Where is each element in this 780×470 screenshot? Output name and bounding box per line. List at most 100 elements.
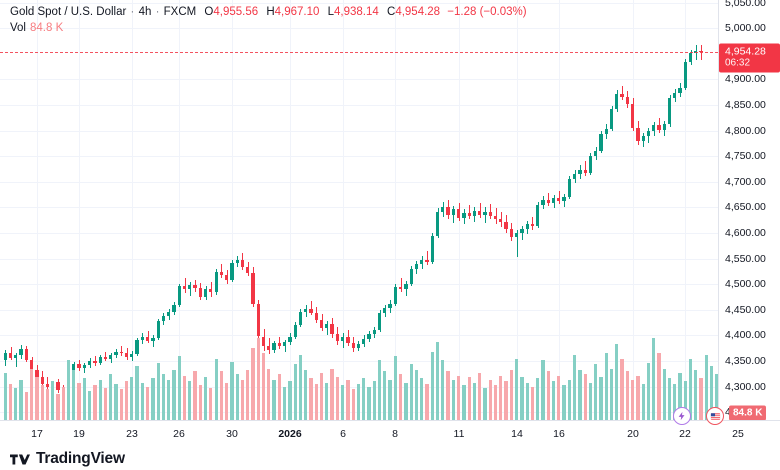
candle-body [87, 361, 92, 366]
volume-bar [293, 364, 297, 420]
time-axis-label: 8 [392, 428, 398, 440]
volume-bar [66, 360, 71, 420]
candle-wick [585, 161, 586, 176]
volume-bar [103, 388, 108, 420]
candle-body [330, 324, 334, 335]
price-axis-label: 5,000.00 [725, 22, 766, 35]
candle-body [557, 198, 561, 202]
volume-bar [383, 371, 387, 420]
volume-bar [203, 376, 208, 420]
volume-bar [594, 364, 598, 420]
volume-bar [130, 376, 134, 420]
candle-body [3, 352, 7, 361]
volume-bar [219, 371, 224, 420]
price-axis[interactable]: 5,050.00 5,000.00 4,900.00 4,850.00 4,800.00… [718, 0, 780, 421]
volume-bar [710, 365, 714, 420]
volume-bar [19, 379, 23, 420]
volume-bar [356, 383, 361, 420]
volume-bar [683, 381, 687, 420]
current-price-badge[interactable]: 4,954.28 06:32 [719, 43, 780, 73]
volume-bar [177, 356, 181, 420]
volume-bar [430, 351, 434, 420]
candle-body [636, 127, 640, 141]
candle-body [667, 97, 672, 125]
volume-bar [235, 374, 239, 420]
volume-bar [230, 361, 234, 420]
candle-body [520, 228, 524, 234]
candle-wick [84, 363, 85, 374]
volume-bar [167, 379, 171, 420]
gridline-horizontal [0, 130, 718, 132]
volume-bar [504, 381, 508, 420]
volume-bar [667, 378, 672, 420]
volume-bar [673, 383, 677, 420]
candle-body [599, 133, 603, 152]
tradingview-logo[interactable]: TradingView [10, 450, 125, 468]
volume-bar [40, 385, 44, 420]
volume-bar [625, 371, 629, 420]
candle-body [56, 381, 60, 390]
volume-bar [367, 386, 371, 420]
volume-bar [483, 388, 487, 420]
price-axis-label: 4,450.00 [725, 303, 766, 316]
gridline-vertical [517, 0, 518, 420]
candle-body [383, 307, 387, 313]
volume-bar [251, 347, 255, 420]
volume-bar [45, 389, 50, 420]
candle-body [657, 125, 661, 130]
volume-bar [277, 374, 282, 420]
candle-body [314, 312, 318, 321]
candle-body [267, 345, 271, 350]
candle-body [435, 211, 440, 237]
candle-body [193, 285, 197, 289]
candle-body [230, 262, 234, 281]
volume-bar [451, 379, 455, 420]
candle-body [335, 334, 340, 341]
volume-bar [562, 385, 566, 420]
lightning-bolt-icon[interactable] [673, 407, 691, 425]
chart-plot-area[interactable] [0, 0, 718, 420]
time-axis[interactable]: 17 19 23 26 30 2026 6 8 11 14 16 20 22 25 [0, 420, 780, 449]
candle-body [499, 218, 503, 222]
candle-wick [105, 351, 106, 362]
time-axis-label: 2026 [278, 428, 302, 440]
candle-body [567, 178, 571, 198]
candle-body [646, 130, 651, 136]
candle-body [82, 365, 86, 369]
candle-body [551, 198, 556, 204]
candle-wick [622, 85, 623, 100]
volume-bar [377, 360, 382, 420]
price-axis-label: 4,350.00 [725, 355, 766, 368]
volume-bar [351, 389, 355, 420]
candle-body [203, 289, 208, 297]
candle-wick [453, 206, 454, 223]
volume-bar [420, 378, 424, 420]
gridline-vertical [343, 0, 344, 420]
candle-body [172, 304, 176, 312]
volume-bar [546, 371, 550, 420]
time-axis-label: 26 [173, 428, 185, 440]
candle-wick [343, 333, 344, 348]
volume-bar [509, 370, 513, 420]
volume-bar [209, 388, 213, 420]
candle-body [530, 223, 535, 226]
time-axis-label: 20 [627, 428, 639, 440]
gridline-horizontal [0, 79, 718, 81]
candle-body [304, 308, 308, 312]
us-flag-event-icon[interactable] [706, 407, 724, 425]
candle-body [620, 93, 624, 97]
candle-body [109, 354, 113, 360]
candle-body [362, 338, 366, 344]
volume-bar [93, 385, 97, 420]
price-axis-label: 4,750.00 [725, 150, 766, 163]
candle-body [541, 200, 545, 206]
candle-body [604, 128, 608, 134]
volume-bar [388, 379, 392, 420]
volume-axis-badge[interactable]: 84.8 K [729, 405, 767, 421]
gridline-horizontal [0, 28, 718, 30]
candle-body [393, 287, 397, 304]
price-axis-label: 4,650.00 [725, 201, 766, 214]
candle-body [45, 383, 50, 388]
candle-wick [469, 205, 470, 219]
volume-bar [72, 370, 76, 420]
